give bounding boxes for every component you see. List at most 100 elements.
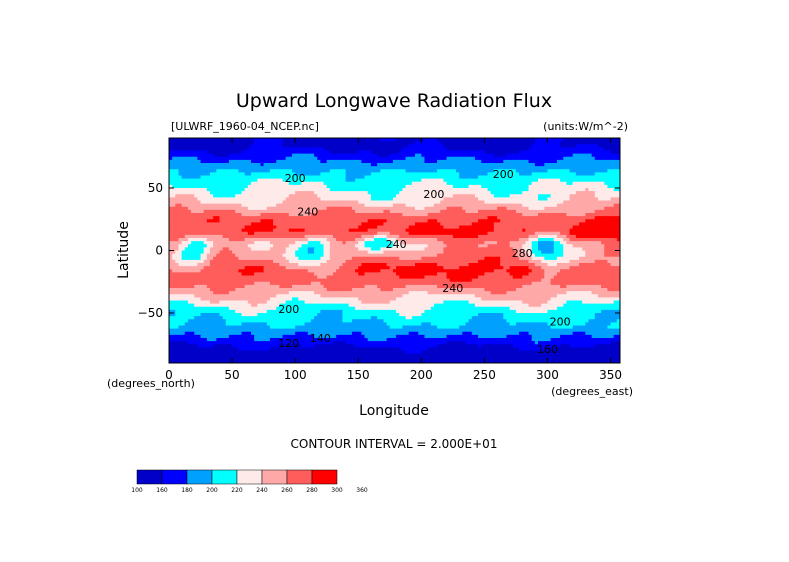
heatmap-cell xyxy=(282,144,287,148)
heatmap-cell xyxy=(440,194,444,198)
heatmap-cell xyxy=(402,241,406,245)
heatmap-cell xyxy=(222,166,227,170)
heatmap-cell xyxy=(295,241,299,245)
heatmap-cell xyxy=(247,194,252,198)
heatmap-cell xyxy=(563,222,567,226)
heatmap-cell xyxy=(348,163,353,167)
heatmap-cell xyxy=(418,238,422,242)
heatmap-cell xyxy=(572,181,577,186)
heatmap-cell xyxy=(333,200,337,205)
heatmap-cell xyxy=(216,178,220,183)
heatmap-cell xyxy=(399,166,403,170)
heatmap-cell xyxy=(604,178,608,183)
heatmap-cell xyxy=(244,234,249,239)
heatmap-cell xyxy=(560,234,564,239)
heatmap-cell xyxy=(273,234,277,239)
heatmap-cell xyxy=(241,197,246,201)
heatmap-cell xyxy=(563,194,567,198)
heatmap-cell xyxy=(556,244,561,248)
heatmap-cell xyxy=(418,241,422,245)
heatmap-cell xyxy=(575,156,580,161)
heatmap-cell xyxy=(484,188,488,192)
heatmap-cell xyxy=(468,178,473,183)
heatmap-cell xyxy=(490,166,495,170)
heatmap-cell xyxy=(276,244,280,248)
heatmap-cell xyxy=(544,203,548,208)
heatmap-cell xyxy=(465,150,470,155)
heatmap-cell xyxy=(206,188,211,192)
heatmap-cell xyxy=(228,209,233,214)
heatmap-cell xyxy=(430,200,435,205)
heatmap-cell xyxy=(295,225,299,230)
heatmap-cell xyxy=(254,228,258,233)
heatmap-cell xyxy=(187,191,192,195)
heatmap-cell xyxy=(506,175,511,180)
heatmap-cell xyxy=(500,169,504,173)
heatmap-cell xyxy=(172,178,176,183)
heatmap-cell xyxy=(333,191,337,195)
heatmap-cell xyxy=(367,175,372,180)
heatmap-cell xyxy=(219,225,224,230)
heatmap-cell xyxy=(389,175,394,180)
heatmap-cell xyxy=(254,156,258,161)
heatmap-cell xyxy=(222,206,227,211)
heatmap-cell xyxy=(320,178,324,183)
heatmap-cell xyxy=(295,141,299,145)
heatmap-cell xyxy=(251,222,255,226)
heatmap-cell xyxy=(616,238,621,242)
heatmap-cell xyxy=(538,153,542,158)
heatmap-cell xyxy=(251,150,255,155)
heatmap-cell xyxy=(197,147,201,151)
heatmap-cell xyxy=(266,194,271,198)
heatmap-cell xyxy=(222,181,227,186)
heatmap-cell xyxy=(213,244,217,248)
heatmap-cell xyxy=(569,203,574,208)
heatmap-cell xyxy=(613,150,618,155)
heatmap-cell xyxy=(279,175,283,180)
heatmap-cell xyxy=(222,200,227,205)
heatmap-cell xyxy=(210,216,214,220)
heatmap-cell xyxy=(169,206,173,211)
heatmap-cell xyxy=(449,191,454,195)
heatmap-cell xyxy=(203,138,208,142)
heatmap-cell xyxy=(181,184,186,189)
heatmap-cell xyxy=(333,181,337,186)
heatmap-cell xyxy=(572,194,577,198)
heatmap-cell xyxy=(411,153,416,158)
heatmap-cell xyxy=(292,213,296,217)
heatmap-cell xyxy=(310,197,315,201)
heatmap-cell xyxy=(219,213,224,217)
heatmap-cell xyxy=(418,231,422,236)
heatmap-cell xyxy=(443,181,447,186)
heatmap-cell xyxy=(342,238,347,242)
heatmap-cell xyxy=(314,144,318,148)
heatmap-cell xyxy=(582,225,586,230)
heatmap-cell xyxy=(266,175,271,180)
heatmap-cell xyxy=(361,188,365,192)
heatmap-cell xyxy=(175,163,179,167)
heatmap-cell xyxy=(500,184,504,189)
heatmap-cell xyxy=(572,156,577,161)
heatmap-cell xyxy=(191,197,195,201)
heatmap-cell xyxy=(538,175,542,180)
heatmap-cell xyxy=(285,159,290,164)
heatmap-cell xyxy=(235,159,239,164)
heatmap-cell xyxy=(326,156,331,161)
heatmap-cell xyxy=(405,147,410,151)
heatmap-cell xyxy=(585,216,589,220)
heatmap-cell xyxy=(377,147,381,151)
heatmap-cell xyxy=(474,144,479,148)
heatmap-cell xyxy=(613,203,618,208)
heatmap-cell xyxy=(519,138,523,142)
heatmap-cell xyxy=(509,225,514,230)
heatmap-cell xyxy=(206,222,211,226)
heatmap-cell xyxy=(380,166,384,170)
heatmap-cell xyxy=(519,166,523,170)
heatmap-cell xyxy=(446,203,451,208)
heatmap-cell xyxy=(323,244,328,248)
heatmap-cell xyxy=(298,238,302,242)
heatmap-cell xyxy=(515,166,520,170)
heatmap-cell xyxy=(402,181,406,186)
heatmap-cell xyxy=(392,175,397,180)
heatmap-cell xyxy=(288,228,293,233)
